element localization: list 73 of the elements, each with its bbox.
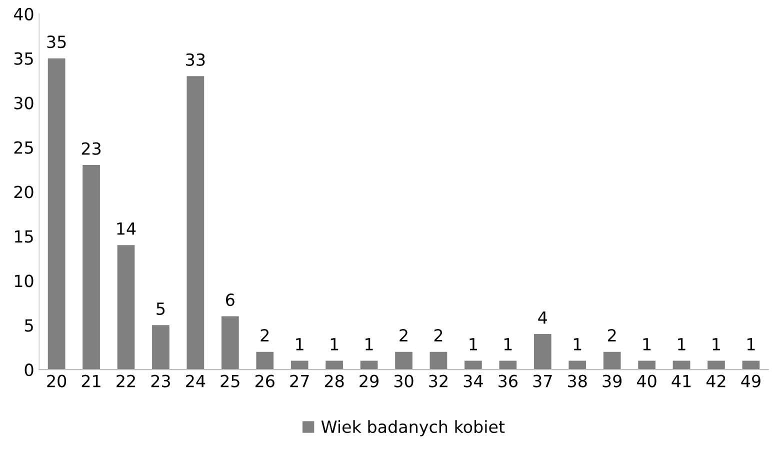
data-label: 1 — [470, 338, 477, 350]
bar — [326, 360, 343, 370]
x-tick-label: 29 — [360, 374, 378, 388]
data-label: 14 — [117, 222, 136, 235]
bar — [360, 360, 378, 370]
bar — [534, 334, 552, 370]
bar — [395, 352, 412, 370]
y-tick-label: 15 — [14, 230, 33, 243]
x-tick-label: 41 — [672, 374, 691, 388]
data-label: 1 — [330, 338, 338, 350]
data-label: 35 — [47, 36, 66, 48]
x-tick-label: 49 — [741, 374, 760, 388]
x-tick-label: 30 — [394, 374, 414, 388]
x-tick-label: 38 — [568, 374, 587, 388]
x-tick-label: 39 — [602, 374, 622, 388]
x-tick-label: 37 — [533, 374, 552, 388]
x-tick-label: 36 — [498, 374, 518, 388]
bar — [742, 360, 760, 370]
bar — [499, 360, 517, 370]
bar — [221, 316, 239, 370]
data-label: 33 — [186, 53, 205, 66]
data-label: 1 — [366, 338, 373, 350]
bar — [82, 165, 100, 370]
data-label: 2 — [400, 329, 408, 342]
y-tick-label: 20 — [14, 186, 34, 198]
data-label: 5 — [156, 302, 165, 315]
data-label: 4 — [538, 311, 548, 324]
x-tick-label: 21 — [82, 374, 100, 388]
bar — [603, 352, 621, 370]
bar — [117, 245, 135, 370]
bar — [568, 360, 586, 370]
x-tick-label: 34 — [464, 374, 483, 388]
data-label: 1 — [747, 338, 755, 350]
x-tick-label: 25 — [220, 374, 240, 388]
data-label: 1 — [712, 338, 720, 350]
data-label: 2 — [608, 329, 616, 342]
x-tick-label: 22 — [116, 374, 135, 388]
legend-label: Wiek badanych kobiet — [321, 420, 505, 436]
y-tick-label: 25 — [14, 141, 33, 154]
x-tick-label: 32 — [429, 374, 448, 388]
y-tick-label: 0 — [24, 364, 34, 376]
x-tick-label: 27 — [290, 374, 309, 388]
bar — [638, 360, 656, 370]
bar — [430, 352, 448, 370]
data-label: 1 — [678, 338, 686, 350]
x-tick-label: 28 — [324, 374, 344, 388]
y-tick-label: 30 — [14, 96, 34, 110]
data-label: 23 — [82, 142, 101, 155]
y-tick-label: 35 — [14, 52, 33, 65]
y-tick-label: 40 — [14, 8, 34, 20]
data-label: 2 — [260, 329, 269, 342]
x-tick-label: 26 — [255, 374, 274, 388]
data-label: 1 — [504, 338, 512, 350]
bar — [256, 352, 274, 370]
y-tick-label: 10 — [14, 274, 34, 288]
x-tick-label: 40 — [637, 374, 656, 388]
bar — [708, 360, 725, 370]
x-tick-label: 20 — [47, 374, 66, 388]
data-label: 1 — [643, 338, 651, 350]
x-tick-label: 42 — [706, 374, 726, 388]
bar — [186, 76, 204, 370]
x-tick-label: 24 — [186, 374, 206, 388]
y-tick-label: 5 — [25, 319, 33, 332]
data-label: 1 — [574, 338, 582, 350]
bar — [48, 58, 66, 370]
bar — [672, 360, 690, 370]
bar — [152, 325, 170, 370]
data-label: 6 — [226, 293, 234, 306]
data-label: 2 — [434, 329, 442, 342]
bar — [464, 360, 482, 370]
x-tick-label: 23 — [151, 374, 170, 388]
data-label: 1 — [296, 338, 304, 350]
bar — [290, 360, 308, 370]
